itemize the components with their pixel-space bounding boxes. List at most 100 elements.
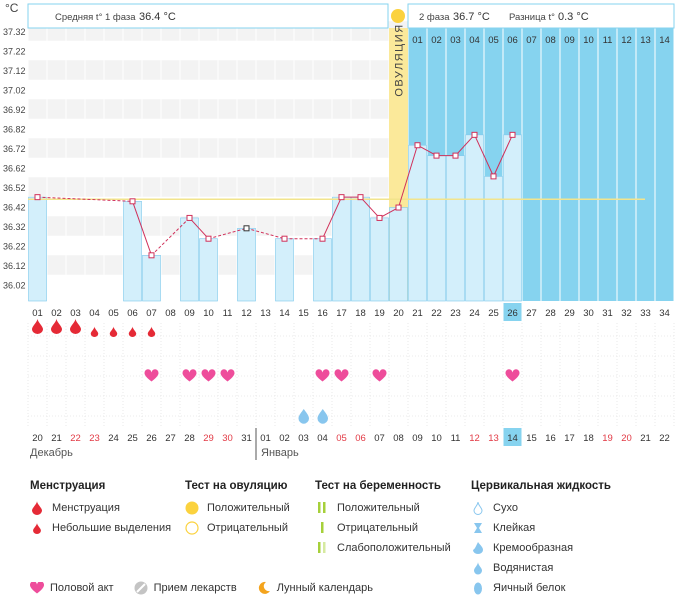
cycle-day-label: 34 [659, 308, 670, 319]
date-label: 19 [602, 433, 613, 444]
diff-value: 0.3 °C [558, 11, 589, 23]
legend-cervical-title: Цервикальная жидкость [471, 480, 611, 492]
menstruation-drop-icon [51, 318, 62, 334]
current-date-highlight [503, 428, 522, 446]
temperature-point [281, 235, 288, 242]
cycle-day-label: 05 [108, 308, 119, 319]
cycle-day-label: 21 [412, 308, 423, 319]
drop-shape [147, 326, 156, 337]
date-label: 03 [298, 433, 309, 444]
phase2-box [407, 3, 675, 29]
temperature-segment [493, 134, 513, 177]
heart-shape [144, 369, 159, 382]
cycle-day-label: 27 [526, 308, 537, 319]
legend-item-lunar[interactable]: Лунный календарь [257, 580, 373, 596]
weak-line-icon [315, 540, 329, 556]
y-tick-label: 36.12 [3, 261, 26, 271]
temperature-bar [123, 201, 142, 302]
date-row: 20 21 22 23 24 25 26 27 28 29 30 31 01 02 03 04 05 06 07 08… [32, 428, 670, 446]
temperature-bar [199, 238, 218, 302]
legend-preg-weak-label: Слабоположительный [337, 542, 451, 554]
cycle-day-row: 01 02 03 04 05 06 07 08 09 10 11 12 13 14 15 16 17 18 19 20… [32, 303, 670, 321]
y-tick-label: 36.82 [3, 125, 26, 135]
date-label: 11 [451, 433, 461, 444]
date-label: 28 [184, 433, 195, 444]
temperature-segment [189, 217, 209, 240]
temperature-segment [208, 227, 247, 240]
legend-item-dry: Сухо [471, 498, 611, 518]
phase2-day-label: 02 [431, 35, 442, 46]
legend-lunar-label[interactable]: Лунный календарь [276, 582, 373, 594]
temperature-bar [351, 196, 370, 302]
date-label: 18 [583, 433, 594, 444]
cycle-day-label: 01 [32, 308, 43, 319]
date-label: 02 [279, 433, 290, 444]
date-label: 08 [393, 433, 404, 444]
moon-icon [257, 580, 271, 596]
phase2-day-label: 08 [545, 35, 556, 46]
legend-menstruation-title: Менструация [30, 480, 106, 492]
date-label: 13 [488, 433, 499, 444]
legend-dry-label: Сухо [493, 502, 518, 514]
heart-icon [201, 369, 216, 382]
temperature-point [338, 194, 345, 201]
heart-icon [315, 369, 330, 382]
cycle-day-label: 10 [203, 308, 214, 319]
legend-item-ov-negative: Отрицательный [185, 518, 290, 538]
y-tick-label: 36.22 [3, 242, 26, 252]
temperature-segment [455, 134, 475, 156]
drop-shape [90, 326, 99, 337]
cycle-day-label: 26 [507, 308, 518, 319]
cycle-day-label: 02 [51, 308, 62, 319]
temperature-bar [28, 196, 47, 302]
legend-item-spotting: Небольшие выделения [30, 518, 171, 538]
legend-preg-positive-label: Положительный [337, 502, 420, 514]
date-label: 22 [659, 433, 670, 444]
legend-cervical: Цервикальная жидкость Сухо Клейкая Кремо… [471, 480, 611, 598]
date-label: 15 [526, 433, 537, 444]
phase1-box [27, 3, 389, 29]
cycle-day-label: 22 [431, 308, 442, 319]
legend-item-preg-weak: Слабоположительный [315, 538, 451, 558]
date-label: 17 [564, 433, 575, 444]
date-label: 27 [165, 433, 176, 444]
temperature-bar [275, 238, 294, 302]
legend-item-creamy: Кремообразная [471, 538, 611, 558]
heart-icon [334, 369, 349, 382]
legend-item-intercourse: Половой акт [30, 580, 114, 596]
single-line-icon [315, 520, 329, 536]
cycle-day-label: 13 [260, 308, 271, 319]
phase1-value: 36.4 °C [139, 11, 176, 23]
temperature-bar [332, 196, 351, 302]
heart-shape [220, 369, 235, 382]
menstruation-drop-icon [70, 318, 81, 334]
y-tick-label: 36.52 [3, 183, 26, 193]
legend-item-menstruation: Менструация [30, 498, 171, 518]
legend-menstruation-label: Менструация [52, 502, 120, 514]
phase2-day-row: 01 02 03 04 05 06 07 08 09 10 11 12 13 14 [412, 35, 670, 46]
blood-drop-icon [30, 500, 44, 516]
temperature-point [414, 142, 421, 149]
cervical-row [298, 409, 328, 424]
cycle-day-label: 08 [165, 308, 176, 319]
legend-item-medication: Прием лекарств [134, 580, 237, 596]
drop-shape [51, 318, 62, 334]
legend-watery-label: Водянистая [493, 562, 554, 574]
temperature-bar [408, 144, 427, 302]
phase2-day-label: 05 [488, 35, 499, 46]
date-label: 22 [70, 433, 81, 444]
phase2-day-label: 07 [526, 35, 537, 46]
temperature-point [205, 235, 212, 242]
temperature-bar [484, 176, 503, 302]
cycle-day-label: 17 [336, 308, 347, 319]
phase2-day-label: 13 [640, 35, 651, 46]
sticky-icon [471, 520, 485, 536]
y-tick-label: 37.02 [3, 86, 26, 96]
temperature-chart: ОВУЛЯЦИЯ 37.3237.2237.1237.0236.9236.823… [3, 1, 675, 460]
heart-icon [505, 369, 520, 382]
cycle-day-label: 06 [127, 308, 138, 319]
temperature-segment [379, 207, 399, 219]
temperature-point [129, 198, 136, 205]
drop-shape [70, 318, 81, 334]
heart-shape [505, 369, 520, 382]
